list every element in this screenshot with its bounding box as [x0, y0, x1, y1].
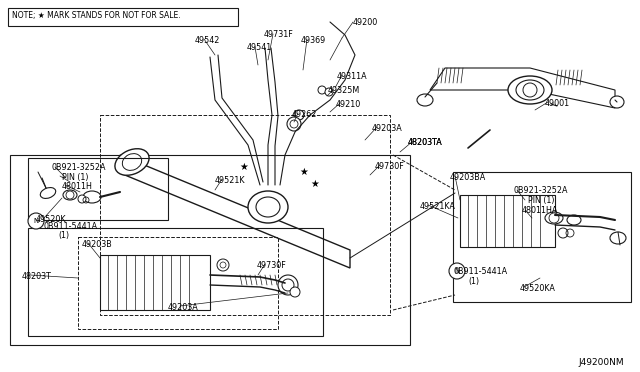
Ellipse shape	[63, 190, 77, 200]
Text: 49521KA: 49521KA	[420, 202, 456, 211]
Text: J49200NM: J49200NM	[578, 358, 623, 367]
Circle shape	[28, 213, 44, 229]
Text: 48011HA: 48011HA	[522, 206, 558, 215]
Text: (1): (1)	[58, 231, 69, 240]
Circle shape	[449, 263, 465, 279]
Circle shape	[287, 117, 301, 131]
Text: 49369: 49369	[301, 36, 326, 45]
Text: 49542: 49542	[195, 36, 220, 45]
Bar	[100, 255, 210, 310]
Circle shape	[217, 259, 229, 271]
Text: N: N	[33, 218, 38, 224]
Text: 49210: 49210	[336, 100, 361, 109]
Text: 49731F: 49731F	[264, 30, 294, 39]
Text: 49311A: 49311A	[337, 72, 367, 81]
Text: 49730F: 49730F	[375, 162, 404, 171]
Circle shape	[78, 195, 86, 203]
Text: 0B921-3252A: 0B921-3252A	[514, 186, 568, 195]
Text: 48203TA: 48203TA	[408, 138, 443, 147]
Text: ★: ★	[300, 167, 308, 177]
Text: PIN (1): PIN (1)	[528, 196, 554, 205]
Circle shape	[294, 110, 304, 120]
Ellipse shape	[115, 149, 149, 175]
Text: PIN (1): PIN (1)	[62, 173, 88, 182]
Bar	[8, 8, 238, 26]
Text: ★: ★	[310, 179, 319, 189]
Text: 48203TA: 48203TA	[408, 138, 443, 147]
Text: NOTE; ★ MARK STANDS FOR NOT FOR SALE.: NOTE; ★ MARK STANDS FOR NOT FOR SALE.	[12, 11, 180, 20]
Polygon shape	[430, 68, 615, 108]
Text: 48203T: 48203T	[22, 272, 52, 281]
Text: 49001: 49001	[545, 99, 570, 108]
Ellipse shape	[248, 191, 288, 223]
Ellipse shape	[83, 191, 101, 203]
Text: 48011H: 48011H	[62, 182, 93, 191]
Ellipse shape	[40, 187, 56, 198]
Ellipse shape	[417, 94, 433, 106]
Text: 49520K: 49520K	[36, 215, 67, 224]
Text: 49325M: 49325M	[328, 86, 360, 95]
Circle shape	[325, 88, 333, 96]
Text: 49203A: 49203A	[372, 124, 403, 133]
Text: 0B911-5441A: 0B911-5441A	[44, 222, 98, 231]
Text: 49521K: 49521K	[215, 176, 246, 185]
Text: ★: ★	[239, 162, 248, 172]
Circle shape	[290, 287, 300, 297]
Circle shape	[558, 228, 568, 238]
Text: (1): (1)	[468, 277, 479, 286]
Ellipse shape	[545, 212, 563, 224]
Ellipse shape	[567, 215, 581, 225]
Text: 49203B: 49203B	[82, 240, 113, 249]
Bar	[28, 228, 323, 336]
Text: 49541: 49541	[247, 43, 272, 52]
Text: 49520KA: 49520KA	[520, 284, 556, 293]
Text: 49730F: 49730F	[257, 261, 287, 270]
Text: N: N	[454, 268, 460, 274]
Text: 0B911-5441A: 0B911-5441A	[454, 267, 508, 276]
Ellipse shape	[610, 232, 626, 244]
Bar	[28, 158, 168, 220]
Text: 49262: 49262	[292, 110, 317, 119]
Text: 0B921-3252A: 0B921-3252A	[52, 163, 106, 172]
Bar	[78, 237, 278, 329]
Polygon shape	[120, 155, 350, 268]
Text: 49203BA: 49203BA	[450, 173, 486, 182]
Bar	[453, 172, 631, 302]
Ellipse shape	[508, 76, 552, 104]
Circle shape	[278, 275, 298, 295]
Circle shape	[318, 86, 326, 94]
Bar	[460, 195, 555, 247]
Text: 49200: 49200	[353, 18, 378, 27]
Ellipse shape	[610, 96, 624, 108]
Text: 49203A: 49203A	[168, 303, 199, 312]
